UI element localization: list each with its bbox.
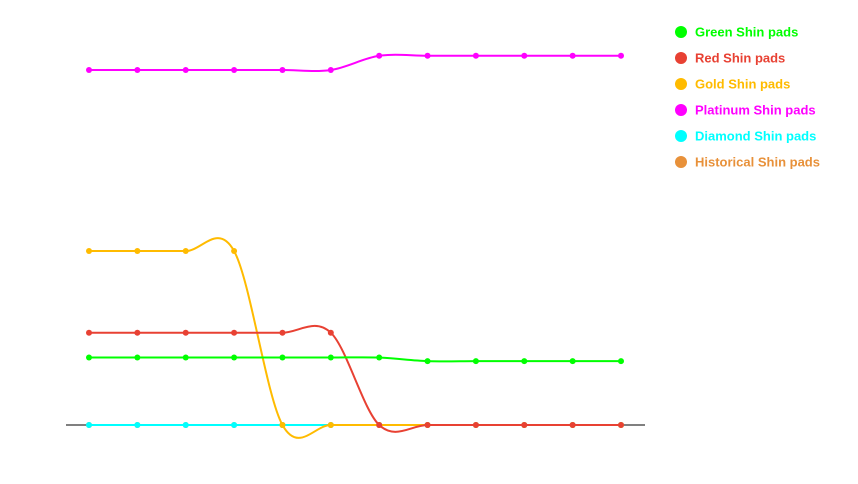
series-gold-shin-pads xyxy=(86,237,624,439)
data-point-green-shin-pads-12[interactable] xyxy=(618,358,624,365)
series-line-platinum-shin-pads xyxy=(89,53,621,73)
data-point-diamond-shin-pads-4[interactable] xyxy=(231,422,238,428)
legend-marker xyxy=(675,156,687,168)
data-point-red-shin-pads-1[interactable] xyxy=(86,329,92,336)
data-point-green-shin-pads-8[interactable] xyxy=(424,358,431,365)
data-point-red-shin-pads-9[interactable] xyxy=(472,422,479,428)
data-point-gold-shin-pads-1[interactable] xyxy=(86,248,92,255)
data-point-platinum-shin-pads-11[interactable] xyxy=(569,52,576,59)
data-point-red-shin-pads-5[interactable] xyxy=(279,329,286,336)
legend-label: Diamond Shin pads xyxy=(695,129,816,144)
data-point-platinum-shin-pads-1[interactable] xyxy=(86,67,92,73)
data-point-gold-shin-pads-2[interactable] xyxy=(134,248,141,255)
legend-marker xyxy=(675,78,687,90)
data-point-green-shin-pads-7[interactable] xyxy=(376,354,383,361)
data-point-gold-shin-pads-4[interactable] xyxy=(231,248,238,255)
data-point-gold-shin-pads-5[interactable] xyxy=(279,422,286,428)
data-point-platinum-shin-pads-12[interactable] xyxy=(618,52,624,59)
data-point-platinum-shin-pads-9[interactable] xyxy=(472,52,479,59)
series-red-shin-pads xyxy=(86,324,624,433)
data-point-diamond-shin-pads-2[interactable] xyxy=(134,422,141,428)
data-point-green-shin-pads-3[interactable] xyxy=(182,354,189,361)
data-point-platinum-shin-pads-3[interactable] xyxy=(182,67,189,73)
legend-label: Green Shin pads xyxy=(695,25,798,40)
series-layer xyxy=(86,52,624,439)
legend-marker xyxy=(675,26,687,38)
data-point-red-shin-pads-11[interactable] xyxy=(569,422,576,428)
data-point-platinum-shin-pads-7[interactable] xyxy=(376,52,383,59)
data-point-diamond-shin-pads-3[interactable] xyxy=(182,422,189,428)
data-point-red-shin-pads-4[interactable] xyxy=(231,329,238,336)
data-point-red-shin-pads-8[interactable] xyxy=(424,422,431,428)
legend-label: Historical Shin pads xyxy=(695,155,820,170)
data-point-platinum-shin-pads-2[interactable] xyxy=(134,67,141,73)
data-point-gold-shin-pads-3[interactable] xyxy=(182,248,189,255)
data-point-green-shin-pads-5[interactable] xyxy=(279,354,286,361)
data-point-diamond-shin-pads-1[interactable] xyxy=(86,422,92,428)
series-line-green-shin-pads xyxy=(89,356,621,363)
legend-marker xyxy=(675,52,687,64)
legend-item-green-shin-pads[interactable]: Green Shin pads xyxy=(675,25,798,40)
data-point-platinum-shin-pads-4[interactable] xyxy=(231,67,238,73)
data-point-green-shin-pads-9[interactable] xyxy=(472,358,479,365)
data-point-red-shin-pads-7[interactable] xyxy=(376,422,383,428)
legend-item-platinum-shin-pads[interactable]: Platinum Shin pads xyxy=(675,103,816,118)
legend-label: Platinum Shin pads xyxy=(695,103,816,118)
legend-item-historical-shin-pads[interactable]: Historical Shin pads xyxy=(675,155,820,170)
data-point-red-shin-pads-6[interactable] xyxy=(327,329,334,336)
data-point-green-shin-pads-10[interactable] xyxy=(521,358,528,365)
legend-label: Red Shin pads xyxy=(695,51,785,66)
legend-marker xyxy=(675,130,687,142)
legend-item-gold-shin-pads[interactable]: Gold Shin pads xyxy=(675,77,790,92)
data-point-green-shin-pads-11[interactable] xyxy=(569,358,576,365)
data-point-green-shin-pads-4[interactable] xyxy=(231,354,238,361)
series-green-shin-pads xyxy=(86,354,624,365)
series-line-gold-shin-pads xyxy=(89,237,621,439)
series-platinum-shin-pads xyxy=(86,52,624,73)
data-point-gold-shin-pads-6[interactable] xyxy=(327,422,334,428)
legend: Green Shin pads Red Shin pads Gold Shin pa… xyxy=(675,25,820,170)
data-point-green-shin-pads-1[interactable] xyxy=(86,354,92,361)
data-point-platinum-shin-pads-6[interactable] xyxy=(327,67,334,73)
legend-item-diamond-shin-pads[interactable]: Diamond Shin pads xyxy=(675,129,816,144)
data-point-green-shin-pads-2[interactable] xyxy=(134,354,141,361)
legend-item-red-shin-pads[interactable]: Red Shin pads xyxy=(675,51,785,66)
data-point-platinum-shin-pads-8[interactable] xyxy=(424,52,431,59)
data-point-green-shin-pads-6[interactable] xyxy=(327,354,334,361)
data-point-red-shin-pads-12[interactable] xyxy=(618,422,624,428)
data-point-platinum-shin-pads-10[interactable] xyxy=(521,52,528,59)
data-point-red-shin-pads-2[interactable] xyxy=(134,329,141,336)
legend-marker xyxy=(675,104,687,116)
series-line-red-shin-pads xyxy=(89,324,621,433)
legend-label: Gold Shin pads xyxy=(695,77,790,92)
data-point-red-shin-pads-3[interactable] xyxy=(182,329,189,336)
data-point-red-shin-pads-10[interactable] xyxy=(521,422,528,428)
data-point-platinum-shin-pads-5[interactable] xyxy=(279,67,286,73)
